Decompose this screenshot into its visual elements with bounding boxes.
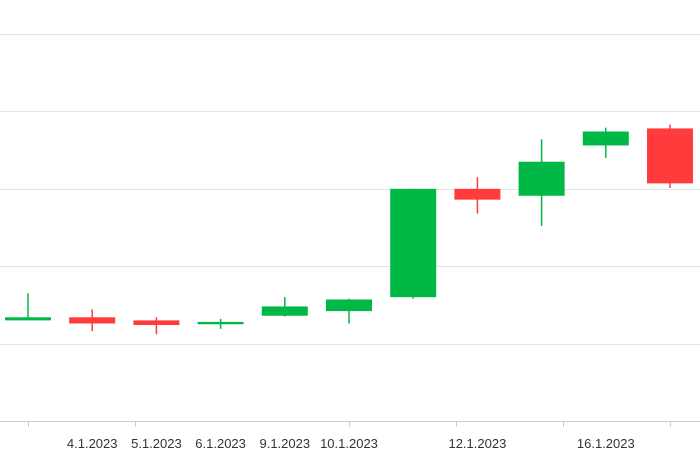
candle-body <box>454 188 501 200</box>
candle-4 <box>261 297 308 317</box>
candle-body <box>326 299 372 312</box>
candle-3 <box>197 318 244 329</box>
candle-body <box>261 306 308 316</box>
candle-body <box>582 131 629 146</box>
candle-6 <box>390 188 437 299</box>
candle-9 <box>582 127 629 158</box>
grid-lines <box>0 34 700 422</box>
candle-5 <box>326 298 372 324</box>
x-tick-label: 9.1.2023 <box>259 436 310 451</box>
x-axis <box>28 421 671 427</box>
candle-body <box>69 317 116 324</box>
x-tick-label: 6.1.2023 <box>195 436 246 451</box>
candle-body <box>5 317 51 321</box>
x-tick-label: 10.1.2023 <box>320 436 378 451</box>
candle-body <box>518 161 565 196</box>
x-tick-labels: 4.1.2023 5.1.2023 6.1.2023 9.1.2023 10.1.202… <box>67 436 635 451</box>
x-tick-label: 5.1.2023 <box>131 436 182 451</box>
x-tick-label: 16.1.2023 <box>577 436 635 451</box>
candle-10 <box>647 124 693 189</box>
x-tick-label: 12.1.2023 <box>448 436 506 451</box>
x-tick-label: 4.1.2023 <box>67 436 118 451</box>
candle-1 <box>69 309 116 332</box>
candle-body <box>390 188 437 298</box>
candle-2 <box>133 317 180 335</box>
candle-0 <box>5 293 51 321</box>
candle-body <box>133 320 180 326</box>
candle-7 <box>454 177 501 214</box>
candle-body <box>647 128 693 184</box>
candle-body <box>197 321 244 325</box>
candle-8 <box>518 139 565 226</box>
candles <box>5 124 693 335</box>
